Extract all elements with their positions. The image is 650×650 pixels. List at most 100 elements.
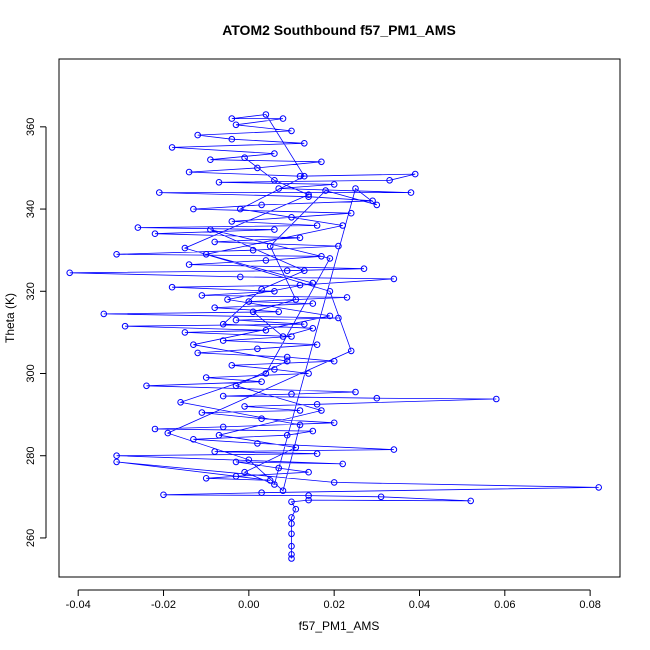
data-point (339, 460, 347, 468)
data-point (266, 477, 274, 484)
data-point (143, 382, 150, 390)
data-point (190, 205, 197, 213)
data-point (283, 431, 291, 439)
data-point (407, 189, 415, 196)
data-point (288, 514, 295, 521)
data-point (232, 121, 240, 129)
data-point (207, 226, 214, 233)
data-point (232, 473, 240, 480)
x-tick-label: -0.02 (151, 599, 176, 611)
data-point (360, 265, 368, 273)
data-point (318, 252, 325, 260)
data-point (237, 205, 244, 213)
y-axis: 260 280 300 320 340 360 (25, 118, 47, 547)
data-point (377, 493, 385, 501)
x-tick-label: 0.02 (323, 599, 344, 611)
data-point (181, 244, 189, 252)
data-point (326, 312, 334, 320)
data-point (301, 320, 308, 328)
data-point (100, 310, 108, 318)
data-point (245, 456, 253, 464)
data-point (258, 378, 265, 386)
data-point (292, 505, 300, 513)
x-tick-label: 0.04 (409, 599, 430, 611)
data-point (283, 267, 291, 275)
data-point (258, 285, 265, 293)
series-marks (66, 111, 603, 562)
data-point (262, 111, 270, 118)
data-point (164, 429, 172, 437)
data-point (330, 479, 338, 486)
data-point (347, 209, 355, 217)
data-point (390, 275, 398, 283)
data-point (292, 296, 300, 303)
data-point (288, 498, 295, 506)
data-point (258, 201, 265, 209)
y-tick-label: 300 (25, 364, 37, 382)
data-point (241, 154, 248, 161)
data-point (301, 140, 308, 147)
data-point (296, 421, 304, 429)
data-point (168, 283, 176, 291)
data-point (219, 320, 227, 328)
data-point (326, 288, 334, 295)
data-point (66, 269, 73, 277)
data-point (211, 304, 218, 312)
data-point (279, 333, 287, 340)
data-point (279, 115, 287, 122)
y-tick-label: 360 (25, 118, 37, 136)
data-point (224, 296, 231, 303)
data-point (326, 255, 334, 262)
data-point (288, 127, 295, 135)
data-point (339, 222, 347, 229)
x-tick-label: 0.08 (579, 599, 600, 611)
y-tick-label: 320 (25, 282, 37, 300)
data-point (305, 193, 312, 200)
data-point (335, 242, 342, 250)
data-point (288, 551, 295, 558)
data-point (335, 314, 342, 322)
data-point (318, 407, 325, 414)
data-point (211, 448, 218, 455)
data-point (156, 189, 163, 196)
data-point (309, 300, 317, 307)
data-point (271, 226, 278, 233)
chart-title: ATOM2 Southbound f57_PM1_AMS (222, 22, 456, 38)
data-point (343, 294, 351, 301)
data-point (254, 440, 261, 447)
data-point (258, 415, 265, 423)
data-point (271, 366, 278, 373)
data-point (369, 197, 376, 205)
data-point (228, 115, 236, 122)
data-point (292, 444, 300, 451)
data-point (228, 218, 236, 225)
data-point (373, 394, 381, 402)
data-point (232, 382, 240, 390)
data-point (160, 491, 167, 499)
data-point (493, 395, 500, 403)
data-point (301, 267, 308, 275)
data-point (219, 392, 227, 400)
data-point (296, 281, 304, 289)
data-point (275, 464, 283, 472)
data-point (185, 261, 193, 268)
data-point (121, 322, 129, 330)
data-point (288, 555, 295, 562)
data-point (185, 168, 193, 176)
data-point (467, 497, 475, 505)
data-point (228, 135, 236, 143)
data-point (313, 450, 321, 458)
data-point (288, 542, 295, 550)
data-point (151, 230, 159, 237)
data-point (283, 353, 291, 361)
data-point (309, 325, 317, 332)
data-point (411, 170, 419, 178)
data-point (313, 341, 321, 349)
y-tick-label: 340 (25, 200, 37, 218)
data-point (190, 436, 197, 443)
x-tick-label: 0.06 (494, 599, 515, 611)
data-point (271, 177, 278, 184)
x-tick-label: 0.00 (238, 599, 259, 611)
data-point (301, 172, 308, 180)
